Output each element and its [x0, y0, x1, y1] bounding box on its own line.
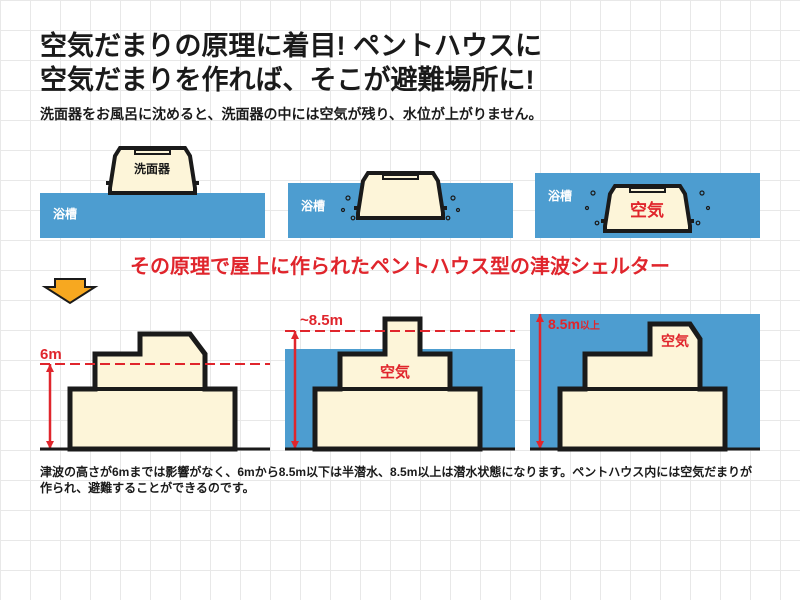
svg-text:浴槽: 浴槽 — [301, 198, 325, 213]
top-row: 洗面器 浴槽 浴槽 浴槽 空気 — [40, 138, 760, 238]
top-panel-2: 浴槽 — [288, 138, 513, 238]
bottom-panel-1: 6m — [40, 299, 270, 454]
bottom-text: 津波の高さが6mまでは影響がなく、6mから8.5m以下は半潜水、8.5m以上は潜… — [40, 464, 760, 498]
top-panel-1: 洗面器 浴槽 — [40, 138, 265, 238]
bottom-panel-2: ~8.5m 空気 — [285, 299, 515, 454]
air-label-3: 空気 — [661, 333, 689, 349]
height-label-8-5m: ~8.5m — [300, 312, 343, 329]
bottom-row: 6m ~8.5m 空気 8.5m以上 空気 — [40, 299, 760, 454]
air-label: 空気 — [630, 200, 664, 220]
title-line-1: 空気だまりの原理に着目! ペントハウスに — [40, 30, 760, 64]
air-label-2: 空気 — [380, 363, 410, 381]
top-panel-3: 浴槽 空気 — [535, 138, 760, 238]
title-line-2: 空気だまりを作れば、そこが避難場所に! — [40, 64, 760, 98]
basin-label: 洗面器 — [134, 161, 171, 176]
bottom-panel-3: 8.5m以上 空気 — [530, 299, 760, 454]
height-label-6m: 6m — [40, 346, 62, 363]
mid-text: その原理で屋上に作られたペントハウス型の津波シェルター — [40, 250, 760, 279]
subtitle: 洗面器をお風呂に沈めると、洗面器の中には空気が残り、水位が上がりません。 — [40, 104, 760, 124]
bathtub-label: 浴槽 — [53, 206, 77, 221]
svg-text:浴槽: 浴槽 — [548, 188, 572, 203]
